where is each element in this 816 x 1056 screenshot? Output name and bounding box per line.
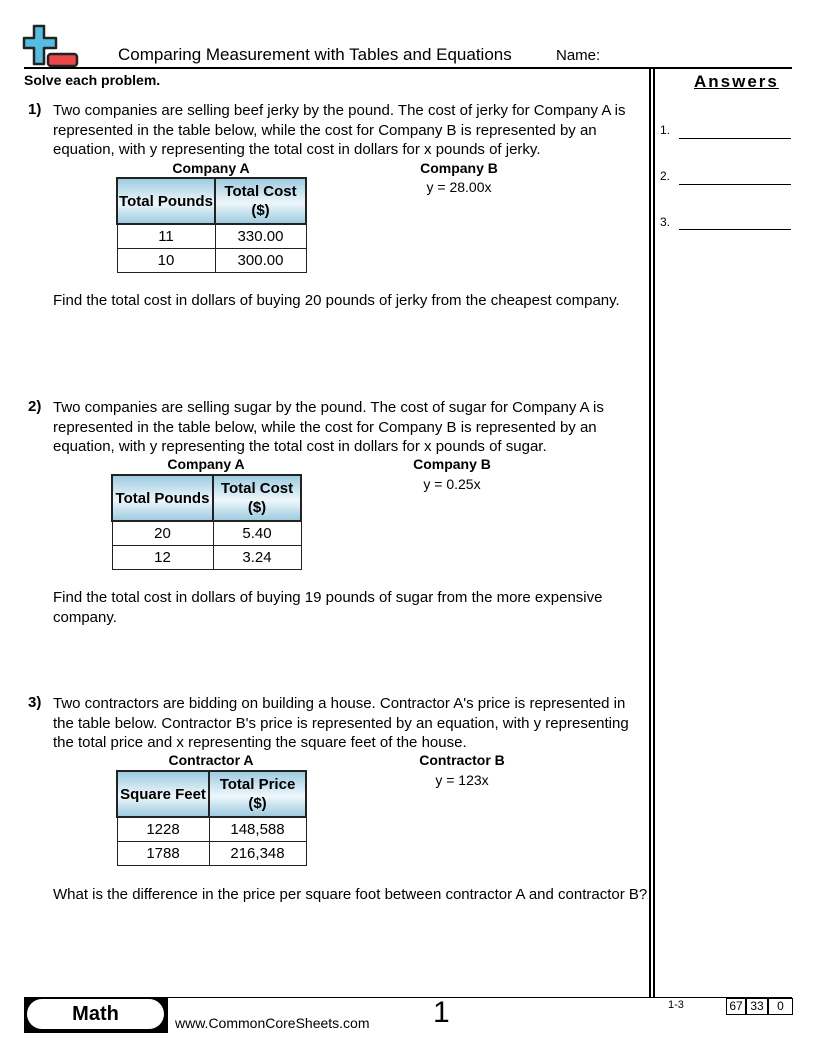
question-text: Find the total cost in dollars of buying… bbox=[53, 292, 620, 309]
equation: y = 0.25x bbox=[423, 476, 481, 492]
logo-plus-minus-icon bbox=[22, 24, 79, 68]
equation-label: Company B bbox=[420, 160, 498, 176]
table-cell: 330.00 bbox=[214, 223, 307, 249]
answer-label-3: 3. bbox=[660, 215, 671, 229]
table-cell: 216,348 bbox=[208, 841, 307, 866]
problem-text: Two companies are selling sugar by the p… bbox=[53, 399, 604, 455]
equation: y = 28.00x bbox=[426, 179, 492, 195]
equation: y = 123x bbox=[435, 772, 489, 788]
page-number: 1 bbox=[433, 996, 450, 1029]
answer-line-1[interactable] bbox=[679, 138, 791, 139]
table-cell: 148,588 bbox=[208, 816, 307, 842]
name-label: Name: bbox=[556, 47, 601, 64]
problem-number: 2) bbox=[28, 398, 42, 415]
table-label: Company A bbox=[167, 456, 245, 472]
data-table: Total Pounds Total Cost ($) 11 330.00 10 30… bbox=[116, 177, 307, 273]
score-box: 33 bbox=[746, 998, 768, 1015]
subject-label: Math bbox=[27, 999, 164, 1029]
instructions: Solve each problem. bbox=[24, 72, 161, 88]
table-cell: 10 bbox=[116, 248, 216, 273]
data-table: Square Feet Total Price ($) 1228 148,588 1… bbox=[116, 770, 307, 866]
table-cell: 1788 bbox=[116, 841, 210, 866]
table-cell: 11 bbox=[116, 223, 216, 249]
column-divider bbox=[653, 69, 655, 997]
problem-number: 1) bbox=[28, 101, 42, 118]
table-cell: 20 bbox=[111, 520, 214, 546]
column-header: Total Cost ($) bbox=[214, 177, 307, 225]
column-header: Total Price ($) bbox=[208, 770, 307, 818]
question-text: Find the total cost in dollars of buying… bbox=[53, 589, 603, 626]
header-divider bbox=[24, 67, 792, 69]
score-box: 0 bbox=[768, 998, 793, 1015]
problem-text: Two companies are selling beef jerky by … bbox=[53, 102, 626, 158]
answer-label-1: 1. bbox=[660, 123, 671, 137]
column-header: Total Cost ($) bbox=[212, 474, 302, 522]
answer-line-3[interactable] bbox=[679, 229, 791, 230]
worksheet-title: Comparing Measurement with Tables and Eq… bbox=[118, 45, 512, 64]
table-cell: 3.24 bbox=[212, 545, 302, 570]
column-header: Total Pounds bbox=[111, 474, 214, 522]
problem-text: Two contractors are bidding on building … bbox=[53, 695, 629, 751]
table-cell: 1228 bbox=[116, 816, 210, 842]
equation-label: Company B bbox=[413, 456, 491, 472]
question-text: What is the difference in the price per … bbox=[53, 886, 648, 903]
table-cell: 12 bbox=[111, 545, 214, 570]
table-label: Contractor A bbox=[168, 752, 254, 768]
table-cell: 5.40 bbox=[212, 520, 302, 546]
score-box: 67 bbox=[726, 998, 746, 1015]
table-label: Company A bbox=[172, 160, 250, 176]
equation-label: Contractor B bbox=[419, 752, 505, 768]
problem-number: 3) bbox=[28, 694, 42, 711]
column-header: Square Feet bbox=[116, 770, 210, 818]
data-table: Total Pounds Total Cost ($) 20 5.40 12 3.24 bbox=[111, 474, 302, 570]
site-url: www.CommonCoreSheets.com bbox=[175, 1015, 370, 1031]
footer-divider bbox=[24, 997, 792, 998]
column-header: Total Pounds bbox=[116, 177, 216, 225]
table-cell: 300.00 bbox=[214, 248, 307, 273]
column-divider bbox=[649, 69, 651, 997]
answers-title: Answers bbox=[694, 72, 779, 91]
answer-label-2: 2. bbox=[660, 169, 671, 183]
answer-line-2[interactable] bbox=[679, 184, 791, 185]
problem-range: 1-3 bbox=[668, 999, 684, 1011]
